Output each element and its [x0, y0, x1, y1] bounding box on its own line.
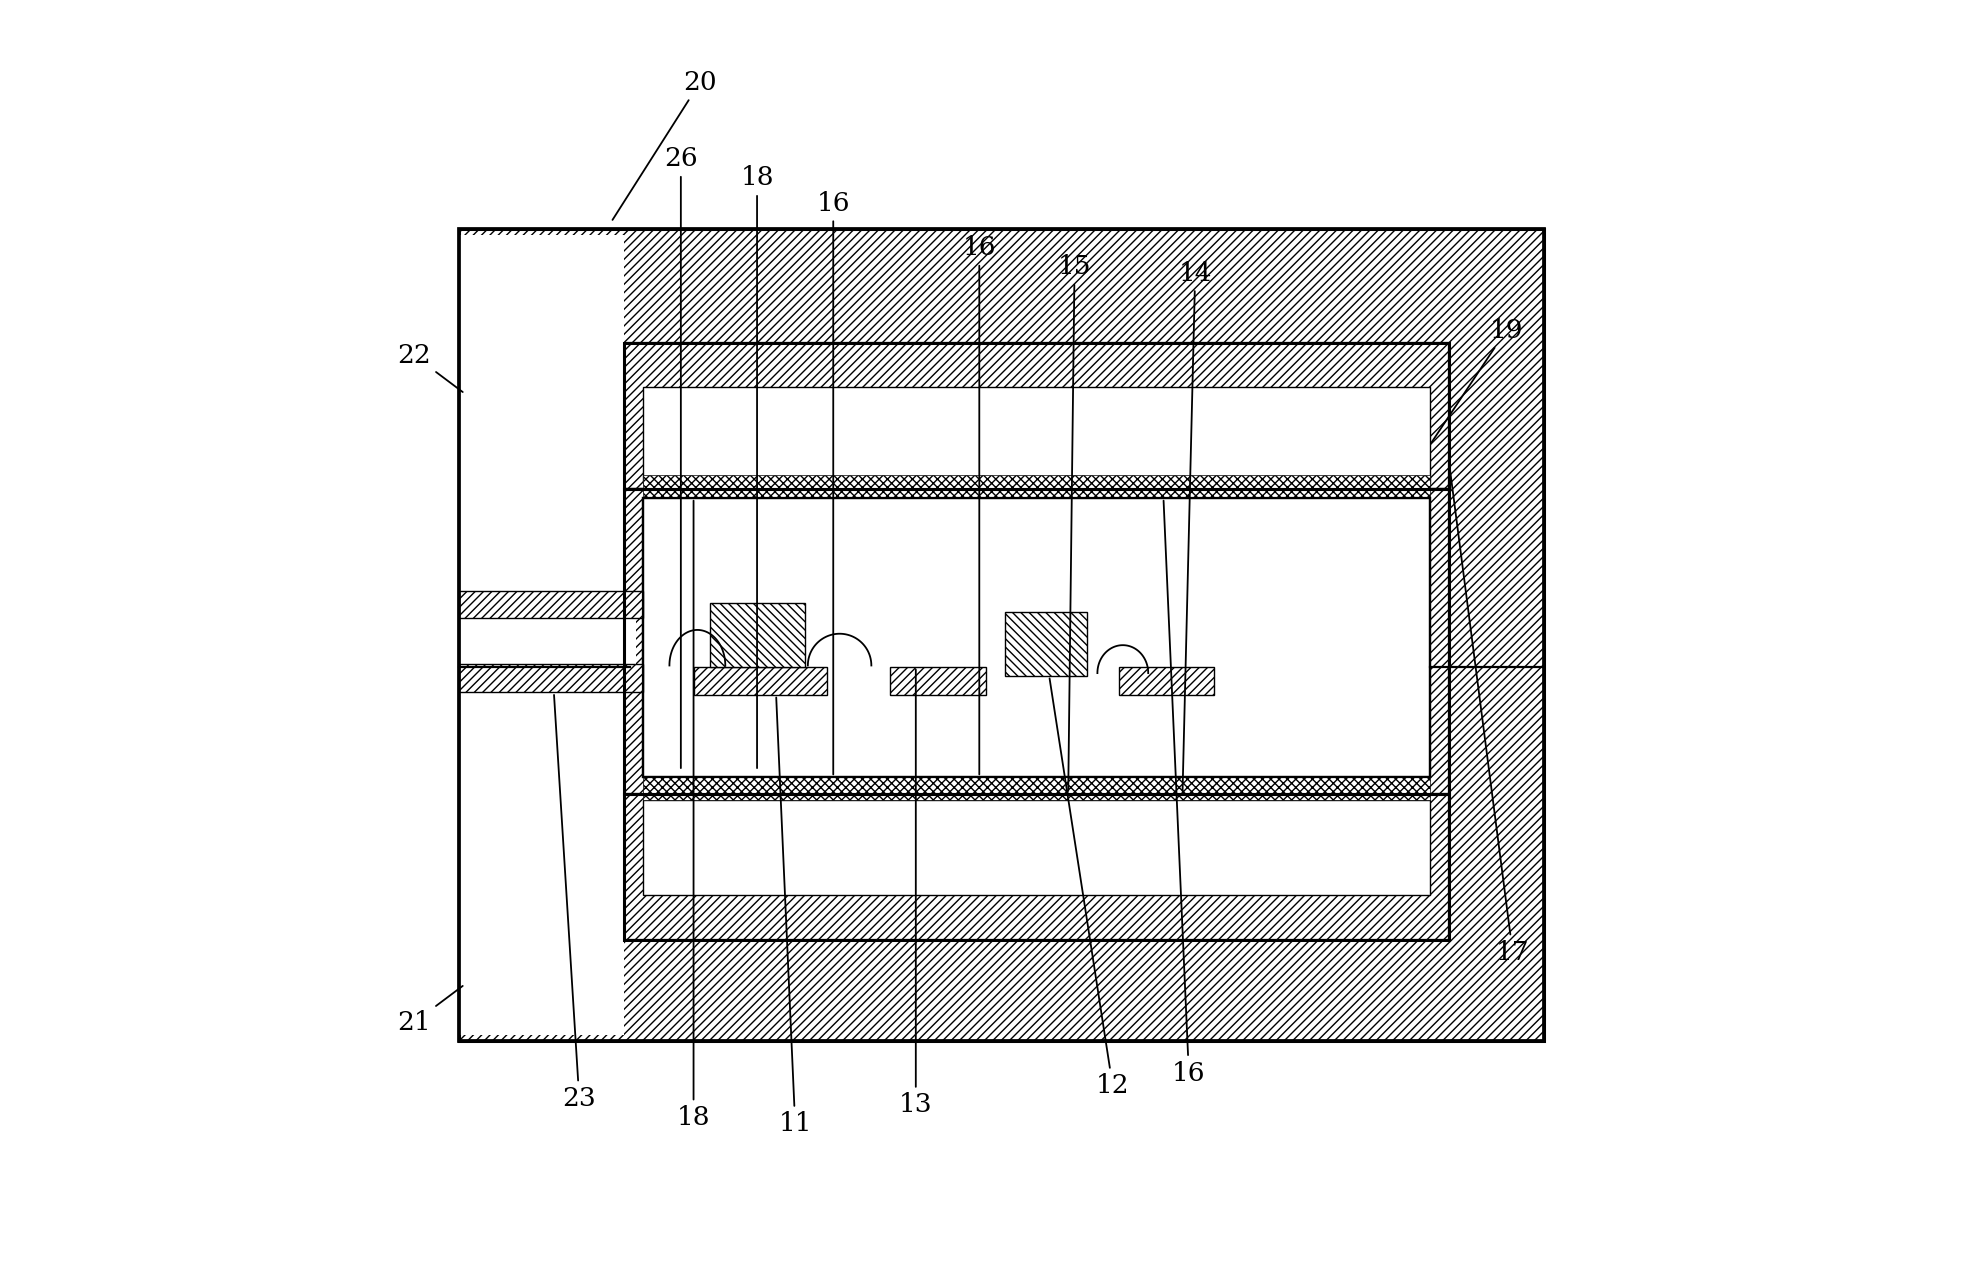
Text: 23: 23 [554, 695, 595, 1111]
Text: 18: 18 [740, 165, 774, 768]
Bar [458, 229, 1544, 1041]
Text: 17: 17 [1450, 466, 1530, 965]
Bar [643, 800, 1430, 895]
Bar [623, 343, 1448, 489]
Bar [1119, 667, 1214, 695]
Bar [631, 794, 1448, 895]
Bar [458, 235, 623, 591]
Text: 18: 18 [677, 500, 710, 1130]
Bar [643, 387, 1430, 483]
Bar [623, 343, 1448, 489]
Bar [643, 498, 1430, 777]
Text: 11: 11 [776, 697, 811, 1137]
Text: 26: 26 [665, 146, 698, 768]
Text: 14: 14 [1178, 260, 1212, 791]
Bar [710, 603, 806, 667]
Text: 15: 15 [1057, 254, 1091, 791]
Bar [458, 229, 1544, 1041]
Bar [643, 498, 1430, 777]
Bar [643, 777, 1430, 800]
Text: 16: 16 [817, 190, 849, 775]
Text: 13: 13 [899, 669, 932, 1118]
Bar [623, 489, 1448, 794]
Bar [623, 489, 1448, 794]
Text: 21: 21 [397, 986, 462, 1035]
Text: 16: 16 [962, 235, 996, 775]
Bar [643, 475, 1430, 498]
Bar [623, 794, 1448, 940]
Bar [694, 667, 827, 695]
Bar [458, 591, 643, 618]
Bar [631, 387, 1448, 489]
Text: 16: 16 [1163, 500, 1206, 1086]
Bar [1004, 612, 1087, 676]
Bar [631, 489, 1448, 794]
Bar [891, 667, 986, 695]
Text: 22: 22 [397, 343, 462, 392]
Bar [458, 618, 637, 664]
Text: 20: 20 [613, 70, 716, 220]
Bar [458, 692, 623, 1035]
Text: 19: 19 [1432, 318, 1524, 442]
Text: 12: 12 [1050, 678, 1129, 1099]
Bar [458, 664, 643, 692]
Bar [623, 794, 1448, 940]
